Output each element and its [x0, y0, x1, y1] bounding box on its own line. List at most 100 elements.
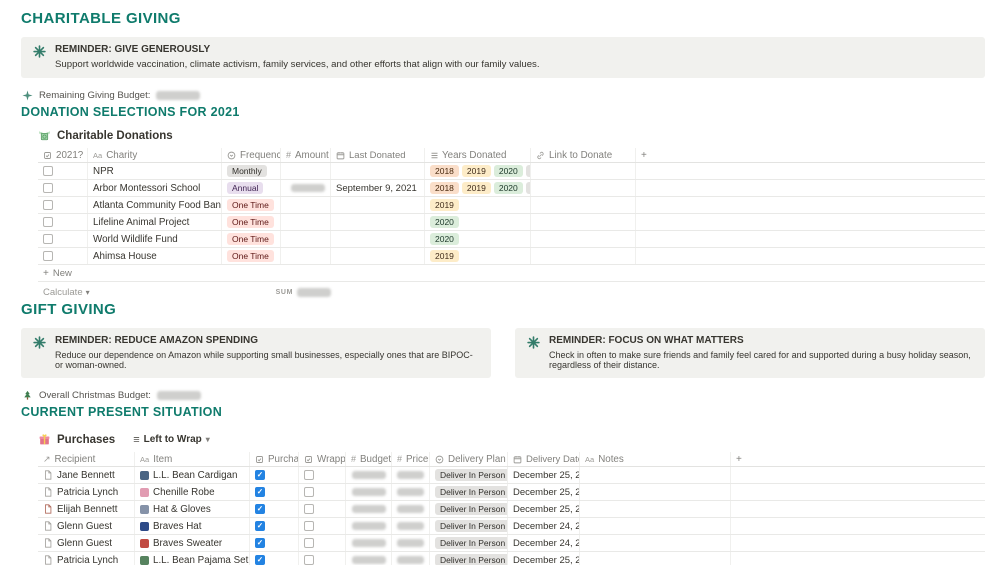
column-header-2021[interactable]: 2021? — [38, 148, 88, 162]
purchased-checkbox[interactable] — [255, 504, 265, 514]
purchased-checkbox[interactable] — [255, 521, 265, 531]
charity-name[interactable]: World Wildlife Fund — [93, 233, 178, 245]
wrapped-checkbox[interactable] — [304, 470, 314, 480]
charity-name[interactable]: Arbor Montessori School — [93, 182, 201, 194]
delivery-date[interactable]: December 24, 2021 — [513, 537, 579, 549]
table-row-cardigan[interactable]: Jane Bennett L.L. Bean Cardigan Deliver … — [38, 467, 985, 484]
frequency-tag[interactable]: One Time — [227, 216, 274, 228]
table-row-hat-gloves[interactable]: Elijah Bennett Hat & Gloves Deliver In P… — [38, 501, 985, 518]
row-checkbox[interactable] — [43, 200, 53, 210]
recipient-name[interactable]: Glenn Guest — [57, 520, 113, 532]
add-column-button[interactable] — [636, 148, 985, 162]
year-tag[interactable]: 2020 — [430, 233, 459, 245]
column-header-last-donated[interactable]: Last Donated — [331, 148, 425, 162]
recipient-name[interactable]: Jane Bennett — [57, 469, 115, 481]
year-tag[interactable]: 2019 — [430, 199, 459, 211]
delivery-plan-tag[interactable]: Deliver In Person — [435, 554, 507, 565]
year-tag[interactable]: 2021 — [525, 165, 530, 177]
frequency-tag[interactable]: One Time — [227, 250, 274, 262]
purchased-checkbox[interactable] — [255, 555, 265, 565]
year-tag[interactable]: 2019 — [461, 182, 491, 194]
recipient-name[interactable]: Patricia Lynch — [57, 554, 119, 565]
column-header-delivery-date[interactable]: Delivery Date — [508, 452, 580, 466]
sum-aggregate[interactable]: SUM — [227, 287, 336, 297]
add-column-button[interactable] — [731, 452, 985, 466]
row-checkbox[interactable] — [43, 234, 53, 244]
frequency-tag[interactable]: Monthly — [227, 165, 267, 177]
item-name[interactable]: Braves Hat — [153, 520, 202, 532]
year-tag[interactable]: 2018 — [430, 165, 459, 177]
column-header-delivery-plan[interactable]: Delivery Plan — [430, 452, 508, 466]
table-row-npr[interactable]: NPR Monthly 2018 2019 2020 2021 — [38, 163, 985, 180]
table-row-lifeline-animal[interactable]: Lifeline Animal Project One Time 2020 — [38, 214, 985, 231]
delivery-date[interactable]: December 25, 2021 — [513, 503, 579, 515]
year-tag[interactable]: 2019 — [430, 250, 459, 262]
item-name[interactable]: L.L. Bean Cardigan — [153, 469, 238, 481]
item-name[interactable]: L.L. Bean Pajama Set — [153, 554, 249, 565]
delivery-plan-tag[interactable]: Deliver In Person — [435, 537, 507, 549]
table-row-pajama-set[interactable]: Patricia Lynch L.L. Bean Pajama Set Deli… — [38, 552, 985, 565]
item-name[interactable]: Hat & Gloves — [153, 503, 211, 515]
year-tag[interactable]: 2020 — [493, 165, 523, 177]
year-tag[interactable]: 2018 — [430, 182, 459, 194]
column-header-years-donated[interactable]: Years Donated — [425, 148, 531, 162]
column-header-link-to-donate[interactable]: Link to Donate — [531, 148, 636, 162]
wrapped-checkbox[interactable] — [304, 538, 314, 548]
table-row-chenille-robe[interactable]: Patricia Lynch Chenille Robe Deliver In … — [38, 484, 985, 501]
table-row-braves-hat[interactable]: Glenn Guest Braves Hat Deliver In Person… — [38, 518, 985, 535]
frequency-tag[interactable]: One Time — [227, 199, 274, 211]
wrapped-checkbox[interactable] — [304, 555, 314, 565]
callout-focus-what-matters[interactable]: REMINDER: FOCUS ON WHAT MATTERS Check in… — [515, 328, 985, 378]
database-title[interactable]: Charitable Donations — [57, 129, 173, 142]
year-tag[interactable]: 2020 — [493, 182, 523, 194]
database-title[interactable]: Purchases — [57, 433, 116, 446]
wrapped-checkbox[interactable] — [304, 487, 314, 497]
row-checkbox[interactable] — [43, 217, 53, 227]
column-header-charity[interactable]: Charity — [88, 148, 222, 162]
item-name[interactable]: Chenille Robe — [153, 486, 215, 498]
charity-name[interactable]: Ahimsa House — [93, 250, 157, 262]
frequency-tag[interactable]: Annual — [227, 182, 264, 194]
wrapped-checkbox[interactable] — [304, 521, 314, 531]
delivery-date[interactable]: December 25, 2021 — [513, 554, 579, 565]
year-tag[interactable]: 2021 — [525, 182, 530, 194]
charity-name[interactable]: NPR — [93, 165, 114, 177]
column-header-amount[interactable]: Amount — [281, 148, 331, 162]
charity-name[interactable]: Atlanta Community Food Bank — [93, 199, 222, 211]
column-header-purchased[interactable]: Purchased — [250, 452, 299, 466]
delivery-plan-tag[interactable]: Deliver In Person — [435, 503, 507, 515]
recipient-name[interactable]: Elijah Bennett — [57, 503, 118, 515]
column-header-price[interactable]: Price — [392, 452, 430, 466]
year-tag[interactable]: 2020 — [430, 216, 459, 228]
delivery-date[interactable]: December 25, 2021 — [513, 486, 579, 498]
table-row-ahimsa-house[interactable]: Ahimsa House One Time 2019 — [38, 248, 985, 265]
column-header-recipient[interactable]: Recipient — [38, 452, 135, 466]
delivery-plan-tag[interactable]: Deliver In Person — [435, 520, 507, 532]
new-row-button[interactable]: New — [38, 265, 985, 282]
column-header-frequency[interactable]: Frequency — [222, 148, 281, 162]
item-name[interactable]: Braves Sweater — [153, 537, 223, 549]
table-row-world-wildlife[interactable]: World Wildlife Fund One Time 2020 — [38, 231, 985, 248]
column-header-wrapped[interactable]: Wrapped — [299, 452, 346, 466]
row-checkbox[interactable] — [43, 251, 53, 261]
column-header-item[interactable]: Item — [135, 452, 250, 466]
callout-give-generously[interactable]: REMINDER: GIVE GENEROUSLY Support worldw… — [21, 37, 985, 78]
purchased-checkbox[interactable] — [255, 538, 265, 548]
last-donated-date[interactable]: September 9, 2021 — [336, 182, 417, 194]
table-row-arbor-montessori[interactable]: Arbor Montessori School Annual September… — [38, 180, 985, 197]
view-tab-left-to-wrap[interactable]: Left to Wrap — [133, 434, 210, 446]
column-header-budgeted[interactable]: Budgeted — [346, 452, 392, 466]
calculate-button[interactable]: Calculate — [38, 287, 227, 298]
frequency-tag[interactable]: One Time — [227, 233, 274, 245]
charity-name[interactable]: Lifeline Animal Project — [93, 216, 190, 228]
year-tag[interactable]: 2019 — [461, 165, 491, 177]
table-row-atlanta-food-bank[interactable]: Atlanta Community Food Bank One Time 201… — [38, 197, 985, 214]
row-checkbox[interactable] — [43, 166, 53, 176]
delivery-plan-tag[interactable]: Deliver In Person — [435, 469, 507, 481]
recipient-name[interactable]: Glenn Guest — [57, 537, 113, 549]
column-header-notes[interactable]: Notes — [580, 452, 731, 466]
recipient-name[interactable]: Patricia Lynch — [57, 486, 119, 498]
delivery-plan-tag[interactable]: Deliver In Person — [435, 486, 507, 498]
callout-reduce-amazon[interactable]: REMINDER: REDUCE AMAZON SPENDING Reduce … — [21, 328, 491, 378]
table-row-braves-sweater[interactable]: Glenn Guest Braves Sweater Deliver In Pe… — [38, 535, 985, 552]
